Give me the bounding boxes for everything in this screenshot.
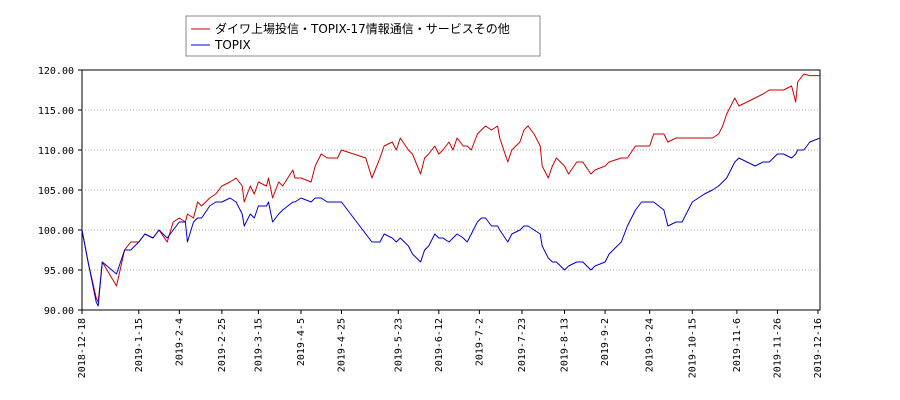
y-tick-label: 100.00: [38, 226, 74, 237]
y-axis: 90.00 95.00 100.00 105.00 110.00 115.00 120.00: [38, 66, 82, 317]
x-tick-label: 2019-2-4: [174, 318, 185, 366]
series-line-topix: [81, 137, 821, 307]
x-tick-label: 2019-11-6: [732, 318, 743, 372]
x-tick-label: 2019-9-2: [600, 318, 611, 366]
x-tick-label: 2019-7-23: [517, 318, 528, 372]
y-tick-label: 120.00: [38, 66, 74, 77]
y-tick-label: 115.00: [38, 106, 74, 117]
legend-label: TOPIX: [214, 38, 251, 52]
x-tick-label: 2019-2-25: [217, 318, 228, 372]
x-tick-label: 2019-8-13: [560, 318, 571, 372]
legend: ダイワ上場投信・TOPIX-17情報通信・サービスその他 TOPIX: [185, 15, 541, 57]
x-tick-label: 2019-10-15: [687, 318, 698, 378]
y-gridlines: [82, 109, 820, 271]
legend-box: [185, 15, 541, 57]
x-tick-label: 2018-12-18: [77, 318, 88, 378]
x-tick-label: 2019-11-26: [772, 318, 783, 378]
x-axis: 2018-12-18 2019-1-15 2019-2-4 2019-2-25 2019…: [77, 310, 824, 378]
x-tick-label: 2019-12-16: [813, 318, 824, 378]
y-tick-label: 90.00: [44, 306, 74, 317]
y-tick-label: 105.00: [38, 186, 74, 197]
y-tick-label: 95.00: [44, 266, 74, 277]
x-tick-label: 2019-1-15: [134, 318, 145, 372]
x-tick-label: 2019-9-24: [645, 318, 656, 372]
series-line-fund: [81, 73, 820, 303]
x-tick-label: 2019-5-23: [393, 318, 404, 372]
series-lines: [81, 73, 821, 307]
x-tick-label: 2019-3-15: [253, 318, 264, 372]
x-tick-label: 2019-6-12: [434, 318, 445, 372]
x-tick-label: 2019-4-5: [296, 318, 307, 366]
y-tick-label: 110.00: [38, 146, 74, 157]
legend-label: ダイワ上場投信・TOPIX-17情報通信・サービスその他: [215, 21, 510, 36]
x-tick-label: 2019-4-25: [337, 318, 348, 372]
x-tick-label: 2019-7-2: [474, 318, 485, 366]
